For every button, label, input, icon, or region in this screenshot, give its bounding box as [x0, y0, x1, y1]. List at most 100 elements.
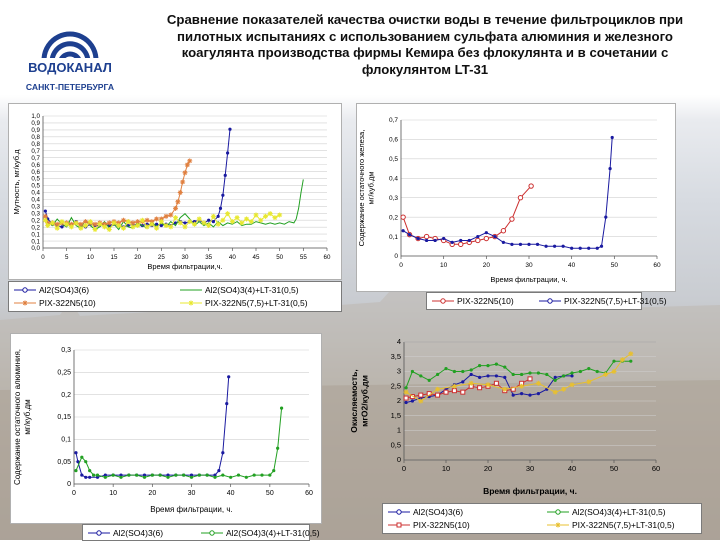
legend-marker [188, 300, 194, 306]
data-point [127, 473, 131, 477]
y-tick-label: 0,6 [31, 169, 40, 176]
y-tick-label: 0,6 [31, 162, 40, 169]
y-tick-label: 0,8 [31, 141, 40, 148]
legend-item: PIX-322N5(10) [431, 295, 532, 307]
oxidizability-chart-panel: 0 0,5 1 1,5 2 2,5 3 3,5 4 0 10 20 30 40 50 60 Время филь… [344, 334, 674, 501]
legend-swatch [547, 522, 569, 528]
data-point [211, 220, 215, 224]
data-point [184, 162, 190, 168]
y-tick-label: 1,5 [391, 411, 401, 420]
turbidity-legend: Al2(SO4)3(6) Al2(SO4)3(4)+LT-31(0,5) PIX-3… [8, 281, 342, 312]
data-point [135, 473, 139, 477]
data-point [501, 240, 505, 244]
data-point [610, 135, 614, 140]
data-point [130, 224, 136, 230]
data-point [116, 223, 122, 229]
data-point [144, 217, 150, 223]
data-point [520, 372, 524, 377]
data-point [436, 372, 440, 377]
data-point [570, 374, 574, 378]
data-point [149, 221, 155, 227]
y-tick-label: 0,3 [61, 347, 71, 354]
data-point [476, 234, 480, 239]
x-tick-label: 15 [111, 254, 118, 261]
data-point [229, 475, 233, 479]
y-tick-label: 0,6 [389, 137, 398, 144]
data-point [493, 380, 499, 386]
data-point [229, 219, 235, 225]
data-point [493, 234, 497, 239]
data-point [45, 220, 51, 226]
data-point [74, 451, 78, 455]
data-point [561, 244, 565, 248]
data-point [469, 368, 473, 372]
y-axis-label: Содержание остаточного железа,мг/куб.дм [357, 130, 376, 247]
x-tick-label: 30 [182, 254, 189, 261]
data-point [168, 212, 174, 218]
data-point [95, 475, 100, 479]
x-tick-label: 0 [399, 262, 403, 269]
data-point [468, 380, 474, 386]
y-tick-label: 0,5 [389, 156, 398, 163]
legend-label: Al2(SO4)3(4)+LT-31(0,5) [572, 507, 666, 517]
data-point [500, 228, 507, 234]
y-axis-label: Содержание остаточного алюминия,мг/куб.д… [13, 349, 32, 485]
data-point [192, 220, 197, 224]
y-tick-label: 0,8 [31, 134, 40, 141]
series-4 [403, 351, 634, 404]
y-tick-label: 1 [397, 426, 401, 435]
data-point [510, 242, 514, 246]
data-point [139, 217, 145, 223]
x-tick-label: 10 [109, 490, 117, 497]
vodokanal-logo: ВОДОКАНАЛ САНКТ-ПЕТЕРБУРГА [6, 12, 134, 96]
legend-label: PIX-322N5(7,5)+LT-31(0,5) [205, 298, 308, 308]
data-point [221, 451, 225, 455]
y-tick-label: 0,4 [31, 197, 40, 204]
data-point [183, 221, 187, 225]
data-point [217, 469, 221, 473]
series-line [75, 376, 230, 478]
data-point [459, 238, 463, 243]
data-point [517, 195, 524, 201]
data-point [78, 221, 84, 227]
data-point [277, 212, 283, 218]
x-tick-label: 45 [253, 254, 260, 261]
residual-aluminum-chart-panel: 0 0,05 0,1 0,15 0,2 0,25 0,3 0 10 20 30 40 50 60 Время… [10, 333, 322, 524]
x-tick-label: 50 [611, 262, 619, 269]
data-point [552, 389, 558, 395]
data-point [244, 216, 250, 222]
data-point [561, 386, 567, 392]
data-point [106, 227, 112, 233]
data-point [461, 380, 465, 384]
y-tick-label: 0,7 [31, 155, 40, 162]
x-tick-label: 30 [188, 490, 196, 497]
data-point [483, 235, 490, 242]
data-point [154, 216, 160, 222]
legend-swatch [88, 530, 110, 536]
y-tick-label: 0,4 [31, 190, 40, 197]
y-axis-label: Мутность, мг/куб.д [12, 149, 21, 215]
data-point [418, 398, 424, 404]
data-point [221, 193, 225, 197]
data-point [54, 221, 60, 227]
series-3 [403, 376, 533, 401]
data-point [103, 475, 107, 479]
data-point [60, 225, 64, 229]
data-point [91, 473, 96, 477]
data-point [272, 215, 278, 221]
data-point [144, 224, 150, 230]
data-point [503, 365, 507, 369]
data-point [187, 219, 193, 225]
data-point [189, 473, 194, 477]
data-point [511, 372, 515, 377]
legend-item: Al2(SO4)3(6) [387, 506, 540, 518]
data-point [458, 241, 464, 248]
legend-label: Al2(SO4)3(6) [413, 507, 464, 517]
data-point [111, 473, 115, 477]
legend-swatch [388, 509, 410, 515]
data-point [407, 233, 412, 237]
data-point [478, 364, 482, 368]
legend-swatch [180, 300, 202, 306]
legend-marker [547, 298, 553, 304]
